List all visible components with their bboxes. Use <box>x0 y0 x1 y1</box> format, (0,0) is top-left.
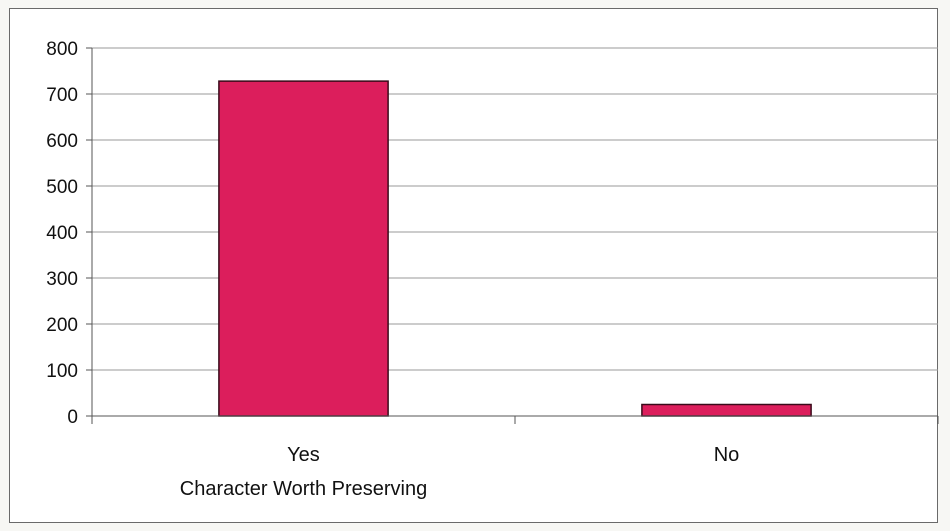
y-tick-label: 400 <box>46 223 78 244</box>
y-tick-label: 600 <box>46 131 78 152</box>
x-tick-label-no: No <box>714 444 740 466</box>
bar-no <box>641 403 812 417</box>
y-tick-label: 0 <box>67 407 78 428</box>
x-axis-labels: Yes No <box>287 444 739 466</box>
y-tick-label: 700 <box>46 85 78 106</box>
y-tick-label: 800 <box>46 39 78 60</box>
bar-yes <box>218 80 389 417</box>
y-tick-label: 100 <box>46 361 78 382</box>
y-axis-ticks: 0 100 200 300 400 500 600 700 800 <box>46 39 92 428</box>
y-tick-label: 200 <box>46 315 78 336</box>
x-tick-label-yes: Yes <box>287 444 320 466</box>
bars <box>218 80 812 417</box>
y-tick-label: 300 <box>46 269 78 290</box>
axes <box>91 48 939 424</box>
y-tick-label: 500 <box>46 177 78 198</box>
x-axis-title: Character Worth Preserving <box>180 478 428 500</box>
